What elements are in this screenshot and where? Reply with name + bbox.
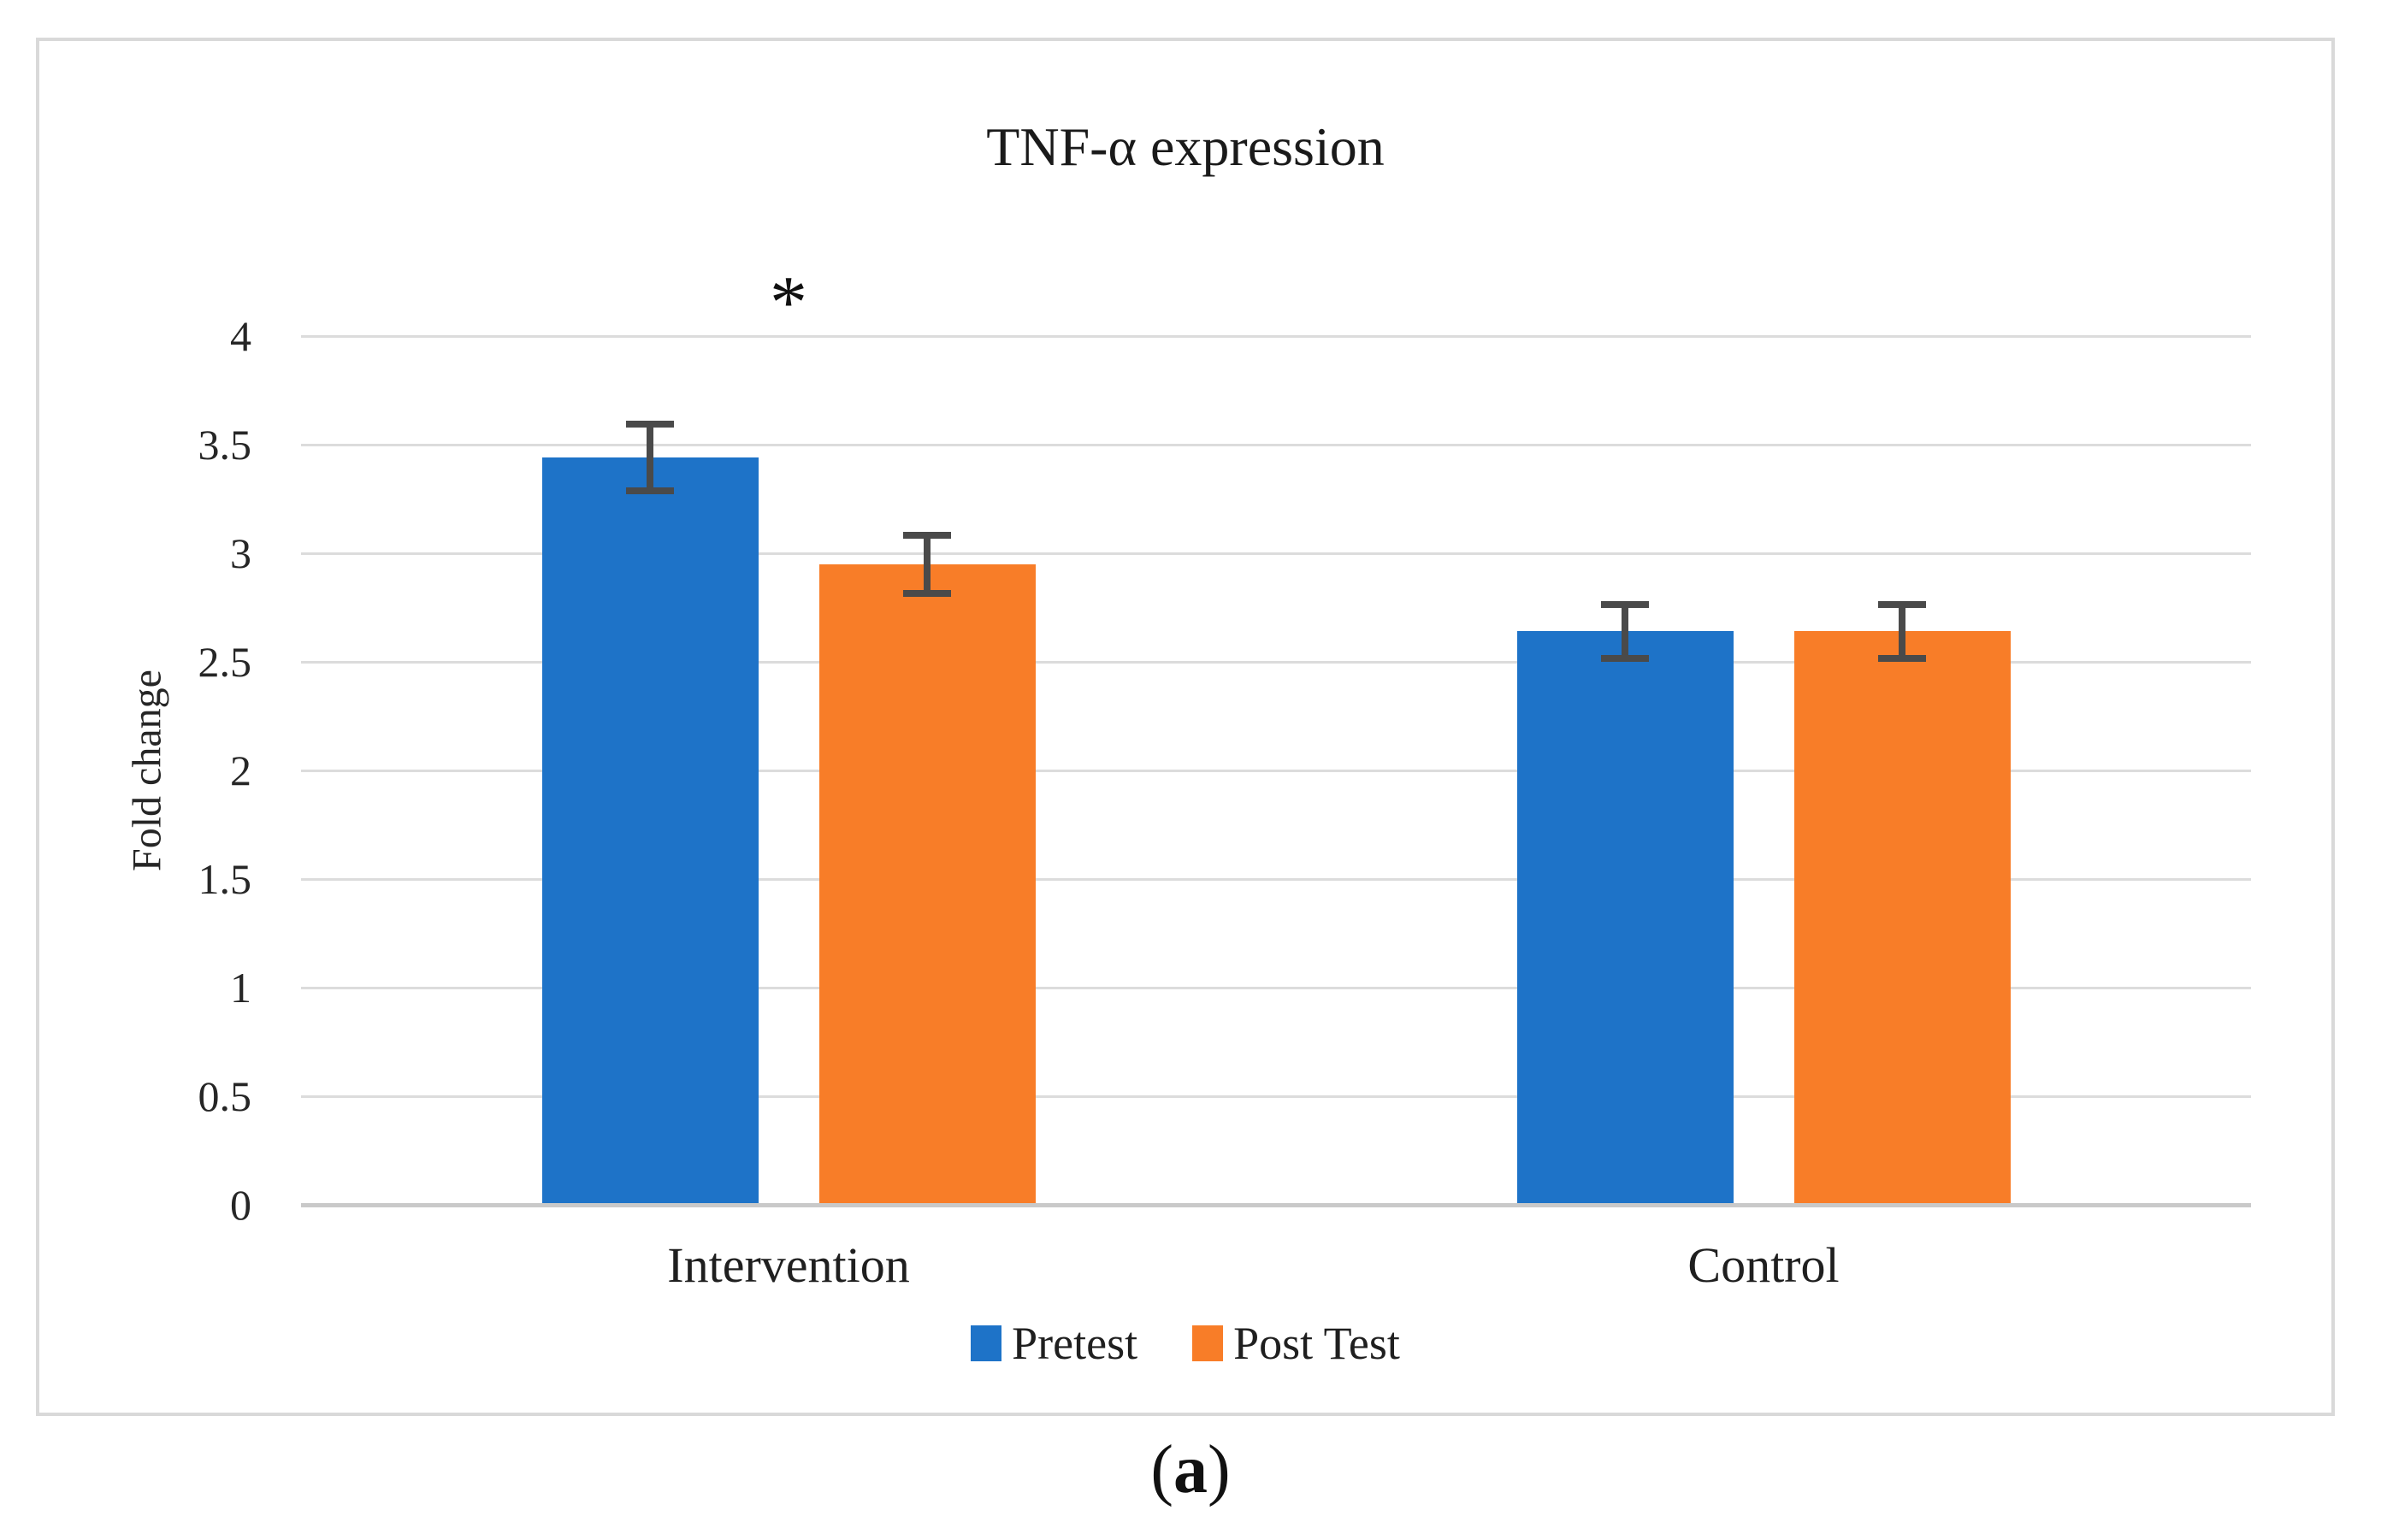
error-bar-part xyxy=(626,421,674,428)
y-tick-label: 2 xyxy=(230,746,251,794)
error-bar-part xyxy=(647,421,653,495)
bar-control-pretest xyxy=(1516,631,1734,1205)
legend-item-post-test: Post Test xyxy=(1192,1317,1400,1370)
legend-label: Post Test xyxy=(1233,1318,1400,1369)
error-bar-control-pretest xyxy=(1601,600,1649,662)
error-bar-part xyxy=(924,531,931,597)
error-bar-part xyxy=(1622,600,1628,662)
error-bar-part xyxy=(903,531,951,539)
gridline xyxy=(301,335,2251,338)
error-bar-part xyxy=(1601,654,1649,662)
chart-legend: Pretest Post Test xyxy=(39,1317,2331,1370)
legend-swatch-icon xyxy=(1192,1325,1224,1361)
bar-control-post-test xyxy=(1793,631,2011,1205)
error-bar-part xyxy=(903,589,951,597)
error-bar-part xyxy=(1601,600,1649,608)
figure-caption: (a) xyxy=(0,1431,2381,1509)
legend-swatch-icon xyxy=(971,1325,1002,1361)
figure-caption-close: ) xyxy=(1208,1432,1231,1508)
chart-title: TNF-α expression xyxy=(986,116,1385,177)
error-bar-part xyxy=(1878,654,1926,662)
gridline xyxy=(301,770,2251,772)
error-bar-part xyxy=(1899,600,1905,662)
y-tick-label: 0.5 xyxy=(198,1072,252,1120)
bar-intervention-pretest xyxy=(541,457,759,1205)
legend-item-pretest: Pretest xyxy=(971,1317,1137,1370)
error-bar-intervention-post-test xyxy=(903,531,951,597)
gridline xyxy=(301,661,2251,664)
x-axis-line xyxy=(301,1203,2251,1207)
x-category-label-intervention: Intervention xyxy=(667,1237,910,1293)
y-tick-label: 1 xyxy=(230,964,251,1012)
y-tick-label: 3.5 xyxy=(198,421,252,469)
gridline xyxy=(301,878,2251,881)
gridline xyxy=(301,552,2251,555)
y-tick-label: 2.5 xyxy=(198,638,252,686)
error-bar-intervention-pretest xyxy=(626,421,674,495)
y-tick-label: 0 xyxy=(230,1181,251,1229)
legend-label: Pretest xyxy=(1012,1318,1138,1369)
significance-asterisk: * xyxy=(770,261,807,345)
error-bar-control-post-test xyxy=(1878,600,1926,662)
figure-caption-open: ( xyxy=(1150,1432,1173,1508)
bar-intervention-post-test xyxy=(818,563,1036,1205)
error-bar-part xyxy=(626,487,674,495)
x-axis-category-labels: Intervention Control xyxy=(301,1236,2251,1305)
gridline xyxy=(301,1095,2251,1098)
y-tick-label: 3 xyxy=(230,529,251,577)
y-tick-label: 1.5 xyxy=(198,855,252,903)
gridline xyxy=(301,987,2251,989)
error-bar-part xyxy=(1878,600,1926,608)
gridline xyxy=(301,444,2251,446)
figure-caption-letter: a xyxy=(1173,1432,1208,1508)
y-tick-label: 4 xyxy=(230,312,251,360)
y-axis-tick-labels: 0 0.5 1 1.5 2 2.5 3 3.5 4 xyxy=(39,314,252,1227)
x-category-label-control: Control xyxy=(1687,1237,1840,1293)
plot-area: * xyxy=(301,265,2251,1207)
chart-figure: TNF-α expression Fold change 0 0.5 1 1.5 2 2.… xyxy=(36,38,2335,1416)
